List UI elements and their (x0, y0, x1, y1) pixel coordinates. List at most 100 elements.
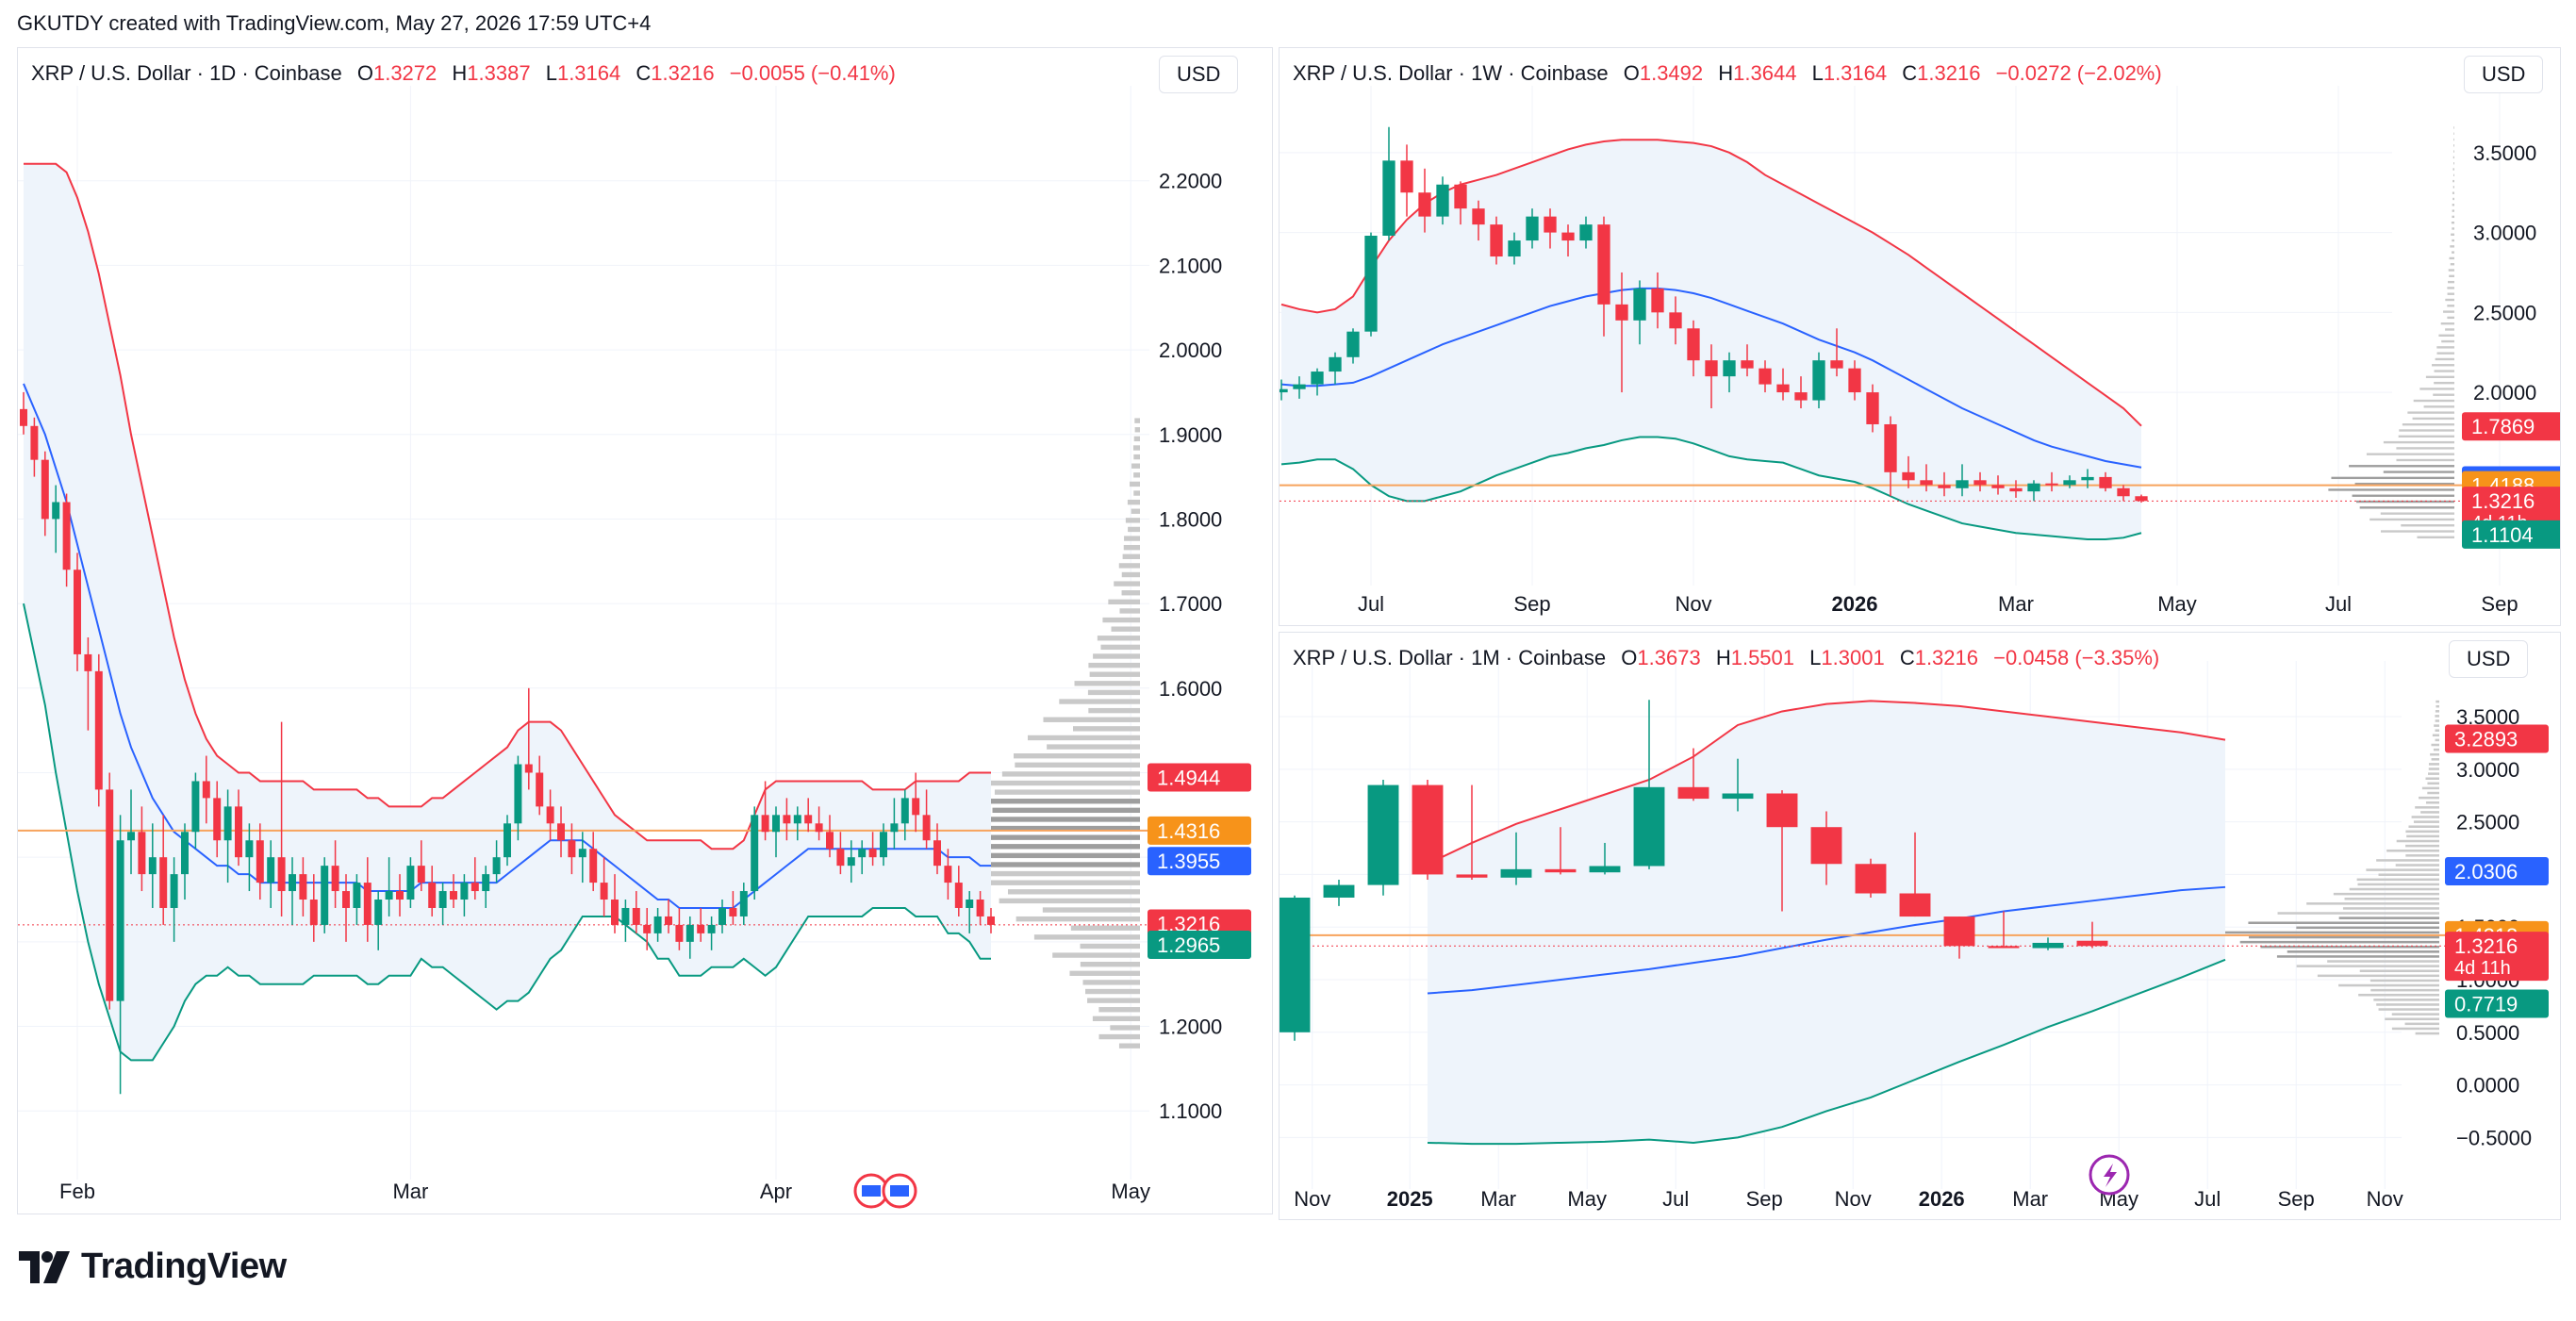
volume-profile-bar (1131, 508, 1140, 514)
volume-profile-bar (1052, 952, 1140, 958)
chart-panel-weekly[interactable]: 3.5000 3.0000 2.5000 2.0000 Jul Sep Nov 2026 Mar… (1279, 47, 2561, 626)
candle (1544, 208, 1557, 249)
candle (52, 485, 60, 553)
candle (1991, 475, 2005, 495)
volume-profile-bar (2396, 458, 2454, 462)
volume-profile-bar (985, 825, 1140, 832)
low-value: 1.3164 (1823, 61, 1888, 85)
chart-canvas-monthly[interactable]: 3.50003.00002.50002.00001.50001.00000.50… (1280, 633, 2560, 1219)
price-label-text: 1.2965 (1157, 933, 1220, 957)
candle-body (621, 907, 630, 925)
volume-profile-bar (2438, 334, 2454, 337)
candle (471, 857, 479, 900)
candle (223, 789, 232, 883)
candle-body (2076, 940, 2108, 947)
candle-body (815, 823, 823, 833)
candle (1364, 232, 1378, 337)
candle-body (331, 866, 339, 892)
candle-body (1687, 328, 1700, 361)
candle (643, 907, 652, 950)
currency-button[interactable]: USD (2464, 56, 2544, 93)
volume-profile-bar (1033, 934, 1140, 940)
volume-profile-bar (2239, 940, 2439, 944)
candle (106, 772, 114, 1010)
x-tick-label: Nov (1294, 1187, 1330, 1211)
candle (1436, 176, 1449, 225)
volume-profile-bar (1059, 699, 1140, 704)
volume-profile-bar (2373, 999, 2439, 1001)
volume-profile-bar (2452, 186, 2454, 189)
chart-panel-monthly[interactable]: 3.50003.00002.50002.00001.50001.00000.50… (1279, 632, 2561, 1220)
candle-body (1741, 360, 1754, 369)
chart-canvas-daily[interactable]: 2.2000 2.1000 2.0000 1.9000 1.8000 1.7000 1.60… (18, 48, 1272, 1214)
candle (966, 891, 974, 933)
candle (1323, 880, 1355, 906)
candle (611, 874, 619, 933)
volume-profile-bar (2415, 1032, 2439, 1035)
volume-profile-bar (2452, 215, 2454, 219)
candle-body (868, 849, 877, 858)
candle-body (900, 798, 909, 824)
candle (1759, 360, 1772, 393)
candle (912, 772, 920, 833)
volume-profile-bar (1085, 988, 1140, 995)
candle-body (1943, 916, 1975, 947)
candle-body (987, 916, 995, 925)
volume-profile-bar (2452, 156, 2454, 159)
y-tick-label: 2.2000 (1159, 170, 1222, 193)
price-label: 1.7869 (2462, 412, 2560, 441)
candle (987, 907, 995, 933)
volume-profile-bar (2452, 197, 2454, 201)
volume-profile-bar (2436, 704, 2439, 708)
y-tick-label: 1.6000 (1159, 677, 1222, 701)
price-label: 3.2893 (2445, 724, 2549, 753)
candle (94, 653, 103, 807)
x-tick-label: Mar (2012, 1187, 2048, 1211)
currency-button[interactable]: USD (1159, 56, 1239, 93)
candle-body (514, 764, 522, 824)
volume-profile-bar (920, 852, 1140, 859)
volume-profile-bar (2453, 138, 2454, 141)
candle-body (772, 815, 780, 833)
tradingview-wordmark: TradingView (81, 1247, 287, 1286)
candle (353, 874, 361, 925)
candle-body (1677, 786, 1709, 800)
candle (1490, 216, 1503, 265)
candle (181, 823, 189, 900)
y-tick-label: 1.7000 (1159, 592, 1222, 616)
candle (2099, 471, 2112, 492)
x-tick-label: 2026 (1919, 1187, 1965, 1211)
volume-profile-bar (966, 870, 1140, 877)
flag-stripe-icon (890, 1185, 909, 1197)
volume-profile-bar (2401, 524, 2454, 527)
y-tick-label: 2.1000 (1159, 254, 1222, 277)
candle-body (826, 832, 834, 850)
candle-body (1364, 235, 1378, 332)
y-tick-label: 2.0000 (1159, 339, 1222, 362)
volume-profile-bar (999, 898, 1140, 904)
price-label-text: 1.3955 (1157, 850, 1220, 873)
volume-profile-bar (2391, 1013, 2439, 1016)
candle-body (675, 924, 684, 942)
candle-body (954, 883, 963, 908)
x-tick-label: Sep (1746, 1187, 1783, 1211)
footer-brand[interactable]: TradingView (19, 1247, 287, 1287)
y-tick-label: 3.0000 (2456, 758, 2519, 782)
chart-panel-daily[interactable]: 2.2000 2.1000 2.0000 1.9000 1.8000 1.7000 1.60… (17, 47, 1273, 1214)
volume-profile-bar (2408, 825, 2439, 828)
candle (289, 857, 296, 925)
candle-body (761, 815, 769, 833)
candle-body (1490, 224, 1503, 257)
candle-body (1589, 866, 1621, 873)
candle (267, 840, 275, 908)
candle-body (245, 840, 254, 858)
currency-button[interactable]: USD (2449, 640, 2529, 678)
y-tick-label: 0.0000 (2456, 1074, 2519, 1098)
candle (739, 883, 748, 925)
candle (954, 866, 963, 916)
gridlines (18, 86, 1149, 1180)
chart-canvas-weekly[interactable]: 3.5000 3.0000 2.5000 2.0000 Jul Sep Nov 2026 Mar… (1280, 48, 2560, 625)
volume-profile-bar (1124, 536, 1140, 541)
volume-profile-bar (2452, 227, 2454, 230)
volume-profile-bar (1130, 481, 1140, 487)
